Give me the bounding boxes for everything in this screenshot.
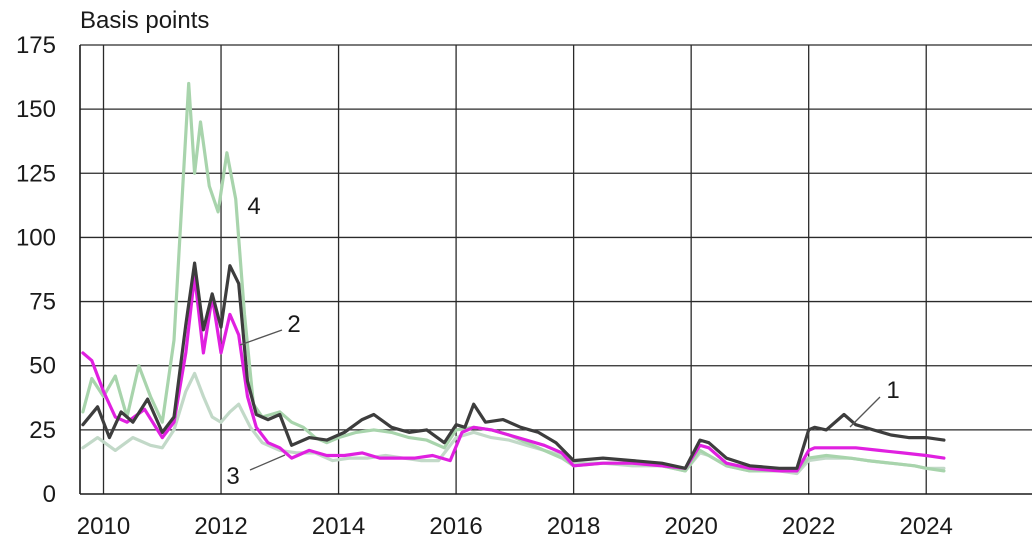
series-line-2 (81, 274, 946, 473)
x-tick-label: 2012 (194, 513, 247, 540)
y-tick-label: 25 (29, 417, 56, 444)
y-axis-unit-label: Basis points (80, 7, 209, 34)
y-tick-label: 75 (29, 289, 56, 316)
annotation-leader-line (849, 396, 881, 428)
x-tick-label: 2018 (547, 513, 600, 540)
x-tick-label: 2024 (900, 513, 953, 540)
y-tick-label: 0 (43, 481, 56, 508)
y-tick-label: 125 (16, 160, 56, 187)
y-tick-label: 50 (29, 353, 56, 380)
annotation-leader-line (239, 329, 283, 346)
x-tick-labels: 2010 2012 2014 2016 2018 2020 2022 2024 (77, 513, 953, 540)
annotation-label-3: 3 (226, 463, 239, 490)
x-tick-label: 2022 (782, 513, 835, 540)
y-tick-labels: 0 25 50 75 100 125 150 175 (16, 32, 56, 508)
series-layer (81, 81, 946, 476)
x-tick-label: 2014 (312, 513, 365, 540)
annotation-leader-line (249, 454, 286, 471)
series-line-4 (81, 81, 946, 473)
series-annotations: 1 2 3 4 (226, 193, 899, 490)
axis-frame (79, 45, 1032, 495)
y-tick-label: 175 (16, 32, 56, 59)
y-tick-label: 150 (16, 96, 56, 123)
x-tick-label: 2010 (77, 513, 130, 540)
y-tick-label: 100 (16, 224, 56, 251)
annotation-label-1: 1 (886, 377, 899, 404)
series-line-1 (81, 261, 946, 470)
x-tick-label: 2016 (429, 513, 482, 540)
x-tick-label: 2020 (664, 513, 717, 540)
annotation-label-4: 4 (247, 193, 260, 220)
annotation-label-2: 2 (287, 311, 300, 338)
grid-lines (80, 44, 1032, 494)
